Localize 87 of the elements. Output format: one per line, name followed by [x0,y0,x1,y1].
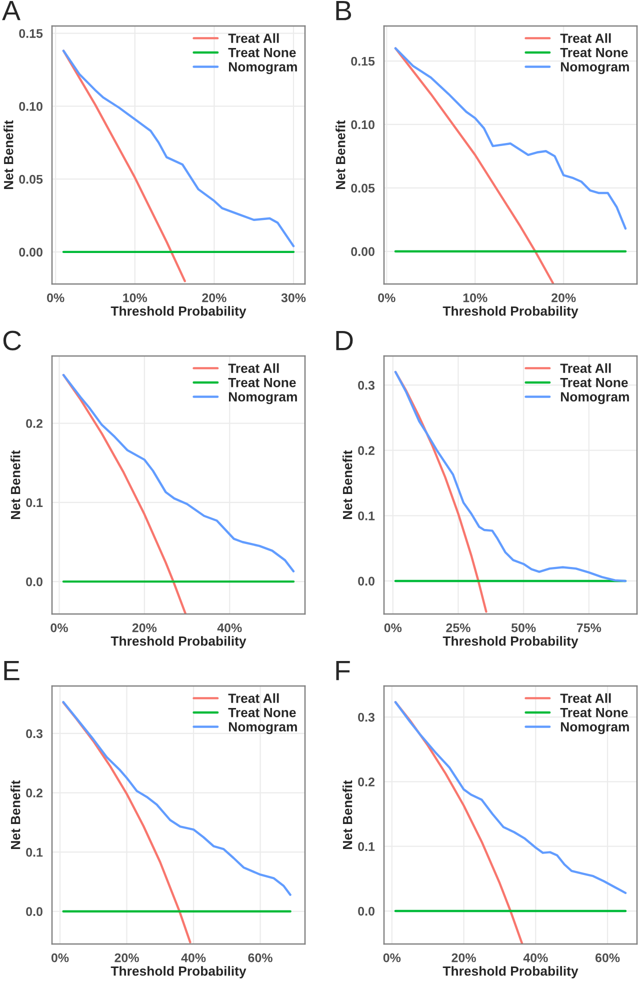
legend-label: Treat None [228,378,296,388]
legend-label: Treat All [560,693,611,703]
legend-label: Treat None [560,48,628,58]
chart-title: A [2,1,20,20]
y-tick-label: 0.2 [26,419,42,428]
y-tick-label: 0.00 [351,247,374,256]
legend-label: Nomogram [228,722,297,734]
x-tick-label: 0% [50,623,68,632]
chart-title: E [4,661,20,680]
y-tick-label: 0.0 [26,907,42,916]
legend-label: Treat All [228,693,279,703]
y-tick-label: 0.0 [26,577,42,586]
x-tick-label: 40% [181,953,206,962]
y-tick-label: 0.10 [351,120,374,130]
x-axis-title: Threshold Probability [110,306,246,318]
chart-title: F [336,661,350,680]
legend-label: Treat None [560,378,628,388]
legend-label: Treat All [228,363,279,373]
legend-label: Nomogram [560,392,629,404]
line-series [394,47,554,284]
y-tick-label: 0.1 [26,498,43,508]
x-tick-label: 20% [452,953,476,962]
legend-label: Treat All [560,33,611,43]
legend-label: Nomogram [228,62,297,74]
line-series [394,47,627,230]
y-tick-label: 0.05 [19,174,43,184]
chart-title: B [336,1,352,20]
legend-label: Treat None [560,708,628,718]
x-tick-label: 20% [132,623,157,632]
y-tick-label: 0.1 [26,848,43,857]
x-axis-title: Threshold Probability [442,966,578,978]
x-tick-label: 0% [384,623,402,632]
y-axis-title: Net Benefit [10,780,20,849]
legend-label: Treat None [228,708,296,718]
y-axis-title: Net Benefit [342,780,352,849]
y-tick-label: 0.1 [358,511,375,520]
y-tick-label: 0.0 [358,906,374,916]
line-series [62,374,295,572]
x-axis-title: Threshold Probability [442,636,578,648]
chart-title: D [336,331,353,350]
x-tick-label: 10% [123,293,148,302]
legend-label: Treat None [228,48,296,58]
line-series [62,701,192,944]
x-tick-label: 40% [523,953,548,962]
x-tick-label: 30% [281,293,306,302]
y-axis-title: Net Benefit [336,120,346,189]
y-tick-label: 0.2 [358,446,374,456]
y-tick-label: 0.00 [19,248,42,257]
x-tick-label: 20% [552,293,576,302]
y-tick-label: 0.2 [26,788,42,798]
y-tick-label: 0.05 [351,184,375,193]
x-tick-label: 60% [248,953,272,962]
x-axis-title: Threshold Probability [110,966,246,978]
x-axis-title: Threshold Probability [110,636,246,648]
y-tick-label: 0.0 [358,576,374,586]
x-tick-label: 60% [595,953,620,962]
line-series [394,701,627,894]
legend-label: Treat All [228,33,279,43]
x-axis-title: Threshold Probability [442,306,578,318]
x-tick-label: 0% [378,293,396,302]
line-series [62,50,295,248]
legend-label: Treat All [560,363,611,373]
x-tick-label: 50% [511,623,536,632]
legend-label: Nomogram [560,722,629,734]
legend-label: Nomogram [560,62,629,74]
x-tick-label: 10% [463,293,488,302]
y-tick-label: 0.10 [19,102,42,111]
legend-label: Nomogram [228,392,297,404]
y-tick-label: 0.3 [358,380,375,390]
y-axis-title: Net Benefit [342,450,352,519]
x-tick-label: 20% [202,293,226,302]
y-tick-label: 0.3 [358,712,375,722]
y-tick-label: 0.3 [26,729,43,738]
y-tick-label: 0.15 [351,56,375,66]
y-tick-label: 0.15 [19,29,43,38]
x-tick-label: 75% [576,623,602,632]
x-tick-label: 0% [383,953,401,962]
x-tick-label: 25% [446,623,470,632]
y-axis-title: Net Benefit [4,120,14,189]
x-tick-label: 0% [47,293,64,302]
x-tick-label: 0% [51,953,69,962]
x-tick-label: 20% [114,953,139,962]
x-tick-label: 40% [217,623,242,632]
chart-title: C [3,330,21,350]
y-tick-label: 0.1 [358,842,375,852]
y-tick-label: 0.2 [358,778,374,786]
y-axis-title: Net Benefit [10,450,20,519]
